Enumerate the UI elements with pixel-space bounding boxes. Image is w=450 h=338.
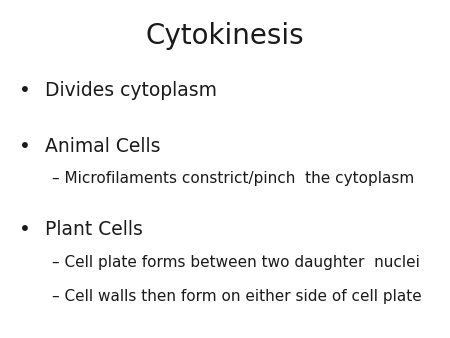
Text: •: • [19, 137, 31, 156]
Text: – Cell walls then form on either side of cell plate: – Cell walls then form on either side of… [52, 289, 422, 304]
Text: Cytokinesis: Cytokinesis [146, 22, 304, 50]
Text: – Microfilaments constrict/pinch  the cytoplasm: – Microfilaments constrict/pinch the cyt… [52, 171, 414, 186]
Text: •: • [19, 81, 31, 100]
Text: Plant Cells: Plant Cells [45, 220, 143, 239]
Text: – Cell plate forms between two daughter  nuclei: – Cell plate forms between two daughter … [52, 255, 419, 270]
Text: Animal Cells: Animal Cells [45, 137, 161, 156]
Text: •: • [19, 220, 31, 239]
Text: Divides cytoplasm: Divides cytoplasm [45, 81, 217, 100]
